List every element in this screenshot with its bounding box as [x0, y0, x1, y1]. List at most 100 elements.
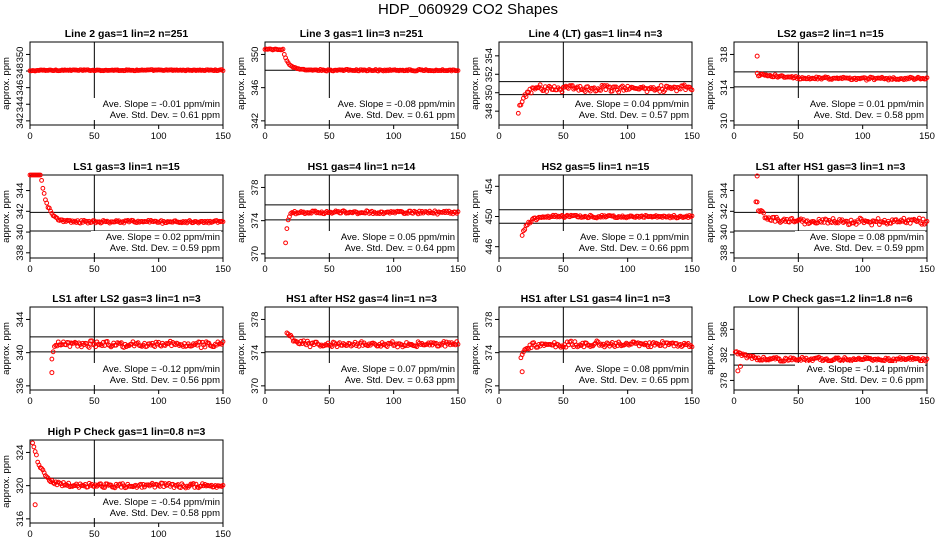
y-axis: 370 374 378: [484, 312, 499, 394]
data-point: [206, 340, 212, 346]
data-point: [455, 209, 461, 215]
data-point: [37, 172, 43, 178]
annotation-bg: [795, 242, 925, 253]
data-point: [924, 356, 930, 362]
data-point: [191, 481, 196, 486]
y-axis-label: approx. ppm: [1, 190, 12, 243]
data-point: [875, 216, 881, 221]
x-tick-label: 150: [215, 264, 231, 275]
y-tick-label: 378: [250, 180, 261, 196]
data-point: [107, 343, 113, 349]
x-tick-label: 100: [151, 396, 167, 407]
plot-title: LS1 after HS1 gas=3 lin=1 n=3: [756, 161, 906, 173]
chart-panel-6: HS2 gas=5 lin=1 n=15 0 50 100 150 446 450 454ap…: [470, 161, 700, 275]
data-point: [454, 339, 460, 345]
annotation-bg: [91, 242, 221, 253]
x-axis: 0 50 100 150: [731, 125, 935, 142]
x-tick-label: 100: [151, 529, 167, 540]
x-tick-label: 100: [855, 264, 871, 275]
x-tick-label: 0: [496, 396, 501, 407]
data-point: [298, 338, 304, 344]
data-point-outlier: [735, 368, 741, 374]
data-point: [417, 340, 422, 346]
chart-panel-8: LS1 after LS2 gas=3 lin=1 n=3 0 50 100 150 33…: [1, 293, 231, 407]
y-tick-label: 382: [719, 347, 730, 363]
annotation-text: Ave. Slope = -0.14 ppm/min: [807, 364, 924, 375]
y-tick-label: 342: [719, 203, 730, 219]
y-tick-label: 340: [719, 224, 730, 240]
x-tick-label: 150: [450, 396, 466, 407]
series-points: [732, 349, 930, 374]
chart-panel-2: Line 4 (LT) gas=1 lin=4 n=30 50 100 1503483…: [470, 28, 700, 142]
annotation-bg: [91, 109, 221, 120]
data-point: [689, 87, 695, 93]
data-point: [662, 87, 668, 93]
series-points: [283, 208, 461, 246]
plot-title: Line 2 gas=1 lin=2 n=251: [65, 28, 189, 40]
y-tick-label: 342: [250, 113, 261, 129]
y-tick-label: 374: [484, 345, 495, 361]
plot-title: LS2 gas=2 lin=1 n=15: [777, 28, 884, 40]
x-axis: 0 50 100 150: [496, 125, 700, 142]
chart-panel-5: HS1 gas=4 lin=1 n=14 0 50 100 150 370 374 378ap…: [236, 161, 466, 275]
chart-panel-10: HS1 after LS1 gas=4 lin=1 n=3 0 50 100 150 37…: [470, 293, 700, 407]
plot-frame: [29, 174, 224, 259]
chart-panel-12: High P Check gas=1 lin=0.8 n=3 0 50 100 150 3…: [1, 426, 231, 540]
y-axis: 370 374 378: [250, 312, 265, 394]
annotation-bg: [795, 109, 925, 120]
y-tick-label: 370: [250, 378, 261, 394]
y-tick-label: 378: [719, 372, 730, 388]
y-tick-label: 338: [719, 245, 730, 261]
annotation-text: Ave. Slope = 0.08 ppm/min: [575, 364, 689, 375]
y-tick-label: 342: [15, 203, 26, 219]
y-tick-label: 374: [250, 213, 261, 229]
y-tick-label: 318: [719, 47, 730, 63]
x-axis: 0 50 100 150: [262, 258, 466, 275]
annotation-text: Ave. Std. Dev. = 0.59 ppm: [110, 243, 220, 254]
annotation-text: Ave. Std. Dev. = 0.66 ppm: [579, 243, 689, 254]
chart-panel-9: HS1 after HS2 gas=4 lin=1 n=3 0 50 100 150 37…: [236, 293, 466, 407]
data-point: [43, 473, 48, 479]
annotation-text: Ave. Slope = 0.04 ppm/min: [575, 99, 689, 110]
data-point: [920, 216, 926, 222]
y-tick-label: 342: [15, 113, 26, 129]
y-tick-label: 352: [484, 66, 495, 82]
y-axis-label: approx. ppm: [1, 57, 12, 110]
annotation-text: Ave. Std. Dev. = 0.57 ppm: [579, 110, 689, 121]
x-tick-label: 100: [151, 131, 167, 142]
x-tick-label: 0: [262, 131, 267, 142]
y-tick-label: 320: [15, 478, 26, 494]
data-point-outlier: [754, 53, 760, 59]
series-points: [515, 82, 695, 116]
x-tick-label: 50: [558, 396, 569, 407]
x-tick-label: 150: [684, 131, 700, 142]
data-point: [656, 341, 661, 347]
data-point: [333, 341, 339, 347]
y-axis-label: approx. ppm: [236, 322, 247, 375]
data-point-outlier: [519, 369, 525, 375]
data-point: [49, 477, 55, 483]
y-tick-label: 316: [15, 511, 26, 527]
data-point: [455, 68, 461, 74]
x-tick-label: 50: [558, 131, 569, 142]
data-point: [681, 82, 687, 88]
y-axis: 316 320 324: [15, 445, 30, 527]
data-point: [30, 440, 35, 446]
x-tick-label: 150: [450, 264, 466, 275]
x-tick-label: 0: [731, 264, 736, 275]
y-axis-label: approx. ppm: [705, 57, 716, 110]
chart-panel-7: LS1 after HS1 gas=3 lin=1 n=3 0 50 100 150 33…: [705, 161, 935, 275]
y-tick-label: 346: [250, 80, 261, 96]
y-axis: 348 350 352 354: [484, 48, 499, 119]
data-point: [576, 87, 582, 93]
data-point: [284, 226, 290, 232]
annotation-bg: [91, 374, 221, 385]
plot-title: LS1 gas=3 lin=1 n=15: [73, 161, 180, 173]
data-point: [603, 87, 609, 93]
data-point: [660, 86, 665, 92]
annotation-bg: [560, 374, 690, 385]
data-point: [798, 216, 804, 222]
y-axis-label: approx. ppm: [705, 322, 716, 375]
annotation-bg: [795, 374, 925, 385]
